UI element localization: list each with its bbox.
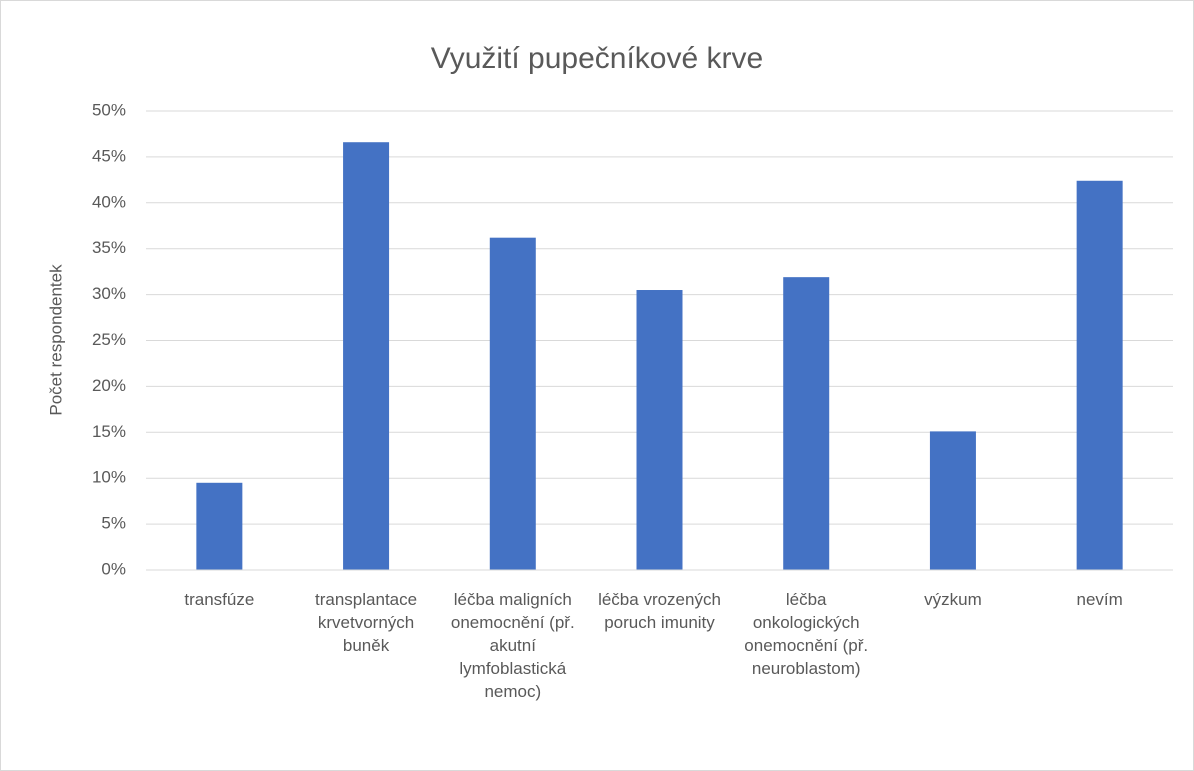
- y-tick-label: 0%: [101, 559, 126, 578]
- y-tick-label: 15%: [92, 422, 126, 441]
- x-tick-label: léčba vrozených poruch imunity: [598, 590, 721, 632]
- bar: [196, 482, 243, 570]
- y-tick-label: 5%: [101, 514, 126, 533]
- y-tick-label: 50%: [92, 100, 126, 119]
- y-tick-label: 20%: [92, 376, 126, 395]
- x-tick-label: výzkum: [924, 590, 982, 609]
- y-axis-title: Počet respondentek: [46, 264, 65, 416]
- y-tick-label: 10%: [92, 468, 126, 487]
- y-tick-label: 25%: [92, 330, 126, 349]
- x-tick-label: nevím: [1076, 590, 1123, 609]
- x-tick-label: transplantace krvetvorných buněk: [315, 590, 418, 655]
- y-tick-label: 35%: [92, 238, 126, 257]
- bar: [343, 142, 390, 570]
- y-tick-label: 30%: [92, 284, 126, 303]
- bar: [929, 431, 976, 570]
- x-tick-label: transfúze: [184, 590, 255, 609]
- bar: [783, 277, 830, 570]
- x-tick-label: léčba maligních onemocnění (př. akutní l…: [450, 590, 575, 701]
- y-tick-label: 45%: [92, 146, 126, 165]
- y-tick-label: 40%: [92, 192, 126, 211]
- bar: [1076, 180, 1123, 570]
- chart-title: Využití pupečníkové krve: [431, 42, 763, 75]
- bar: [489, 237, 536, 570]
- x-tick-label: léčba onkologických onemocnění (př. neur…: [744, 590, 869, 678]
- bar: [636, 290, 683, 570]
